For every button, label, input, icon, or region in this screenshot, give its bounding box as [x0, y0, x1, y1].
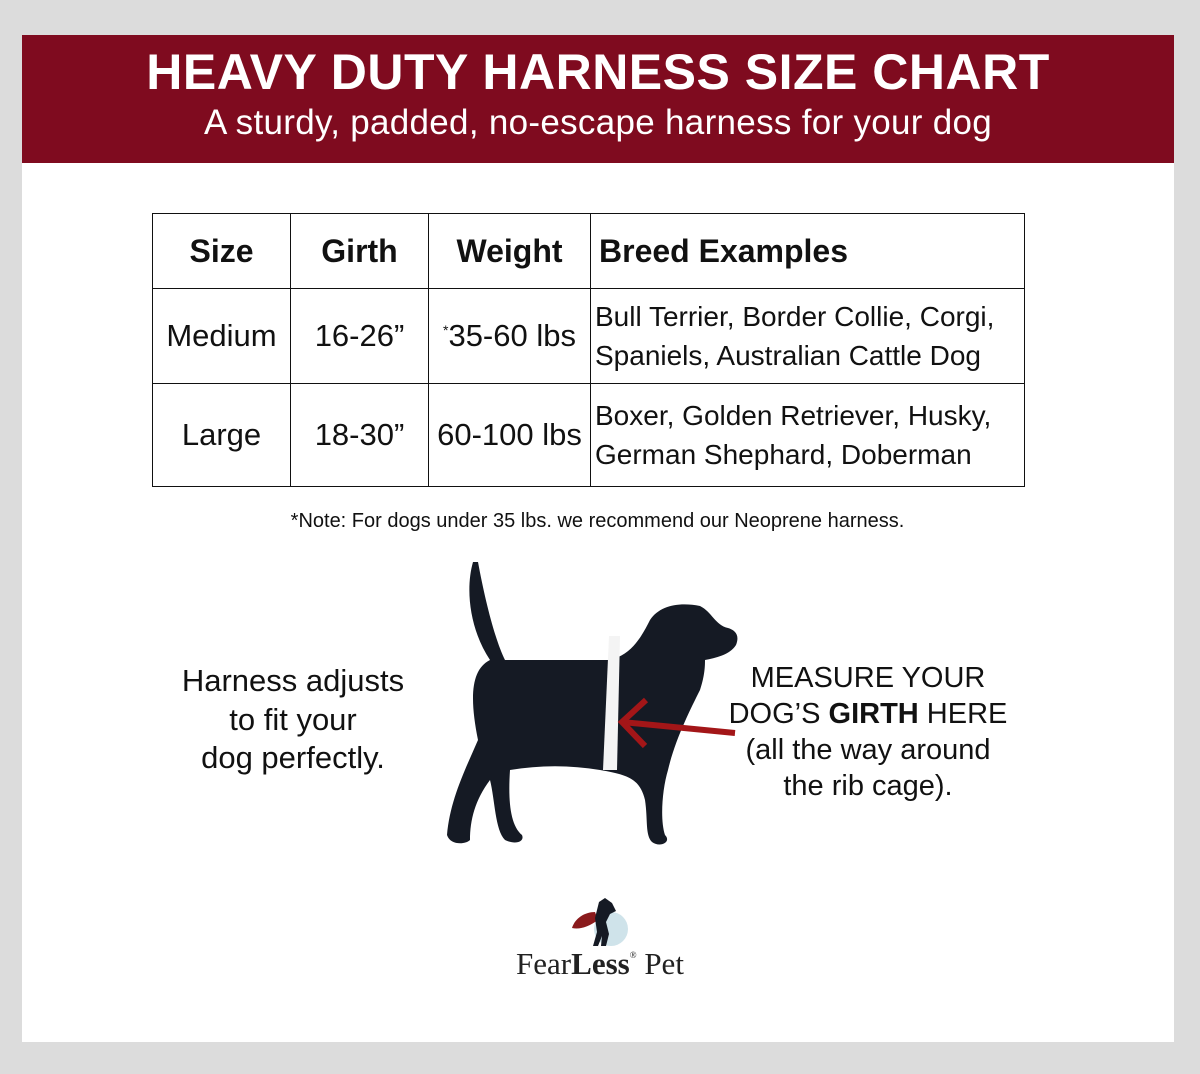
text-span: DOG’S [728, 698, 829, 730]
brand-logo-text: FearLess® Pet [0, 946, 1200, 982]
cell-girth: 18-30” [290, 383, 429, 487]
girth-band [603, 636, 620, 770]
brand-part: Pet [636, 946, 684, 981]
registered-mark: ® [629, 950, 637, 960]
text-line: the rib cage). [783, 770, 953, 802]
table-header-row: Size Girth Weight Breed Examples [152, 213, 1025, 289]
breeds-line: Boxer, Golden Retriever, Husky, [595, 400, 992, 431]
table-row: Large 18-30” 60-100 lbs Boxer, Golden Re… [152, 383, 1025, 487]
dog-silhouette-icon [447, 562, 738, 845]
note-text: *Note: For dogs under 35 lbs. we recomme… [290, 510, 905, 532]
brand-part: Less [571, 946, 630, 981]
page-subtitle: A sturdy, padded, no-escape harness for … [203, 103, 993, 142]
table-row: Medium 16-26” *35-60 lbs Bull Terrier, B… [152, 288, 1025, 384]
brand-part: Fear [516, 946, 572, 981]
page-title: HEAVY DUTY HARNESS SIZE CHART [146, 44, 1050, 100]
text-line: MEASURE YOUR [750, 662, 986, 694]
breeds-line: Spaniels, Australian Cattle Dog [595, 340, 981, 371]
cell-breeds: Boxer, Golden Retriever, Husky, German Sh… [590, 383, 1025, 487]
cell-girth: 16-26” [290, 288, 429, 384]
cell-size: Medium [152, 288, 291, 384]
cell-weight: *35-60 lbs [428, 288, 591, 384]
arrow-left-icon [617, 697, 736, 749]
cell-breeds: Bull Terrier, Border Collie, Corgi, Spani… [590, 288, 1025, 384]
text-line: DOG’S GIRTH HERE [700, 696, 1036, 732]
text-line: (all the way around [745, 734, 991, 766]
size-table: Size Girth Weight Breed Examples Medium … [152, 213, 1025, 487]
text-span: HERE [918, 698, 1008, 730]
girth-bold: GIRTH [828, 698, 919, 730]
measure-girth-text: MEASURE YOUR DOG’S GIRTH HERE (all the w… [700, 660, 1036, 804]
weight-value: 35-60 lbs [448, 318, 576, 353]
weight-value: 60-100 lbs [437, 417, 582, 452]
header-size: Size [152, 213, 291, 289]
header-banner: HEAVY DUTY HARNESS SIZE CHART A sturdy, … [22, 35, 1174, 163]
harness-adjusts-text: Harness adjusts to fit your dog perfectl… [140, 662, 446, 778]
breeds-line: Bull Terrier, Border Collie, Corgi, [595, 301, 995, 332]
text-line: to fit your [229, 701, 357, 737]
header-breeds: Breed Examples [590, 213, 1025, 289]
asterisk: * [443, 322, 449, 338]
caped-dog-logo [572, 898, 628, 946]
breeds-line: German Shephard, Doberman [595, 439, 972, 470]
page-card [22, 35, 1174, 1042]
cell-weight: 60-100 lbs [428, 383, 591, 487]
cell-size: Large [152, 383, 291, 487]
header-girth: Girth [290, 213, 429, 289]
text-line: Harness adjusts [181, 663, 405, 698]
header-weight: Weight [428, 213, 591, 289]
text-line: dog perfectly. [201, 740, 385, 775]
